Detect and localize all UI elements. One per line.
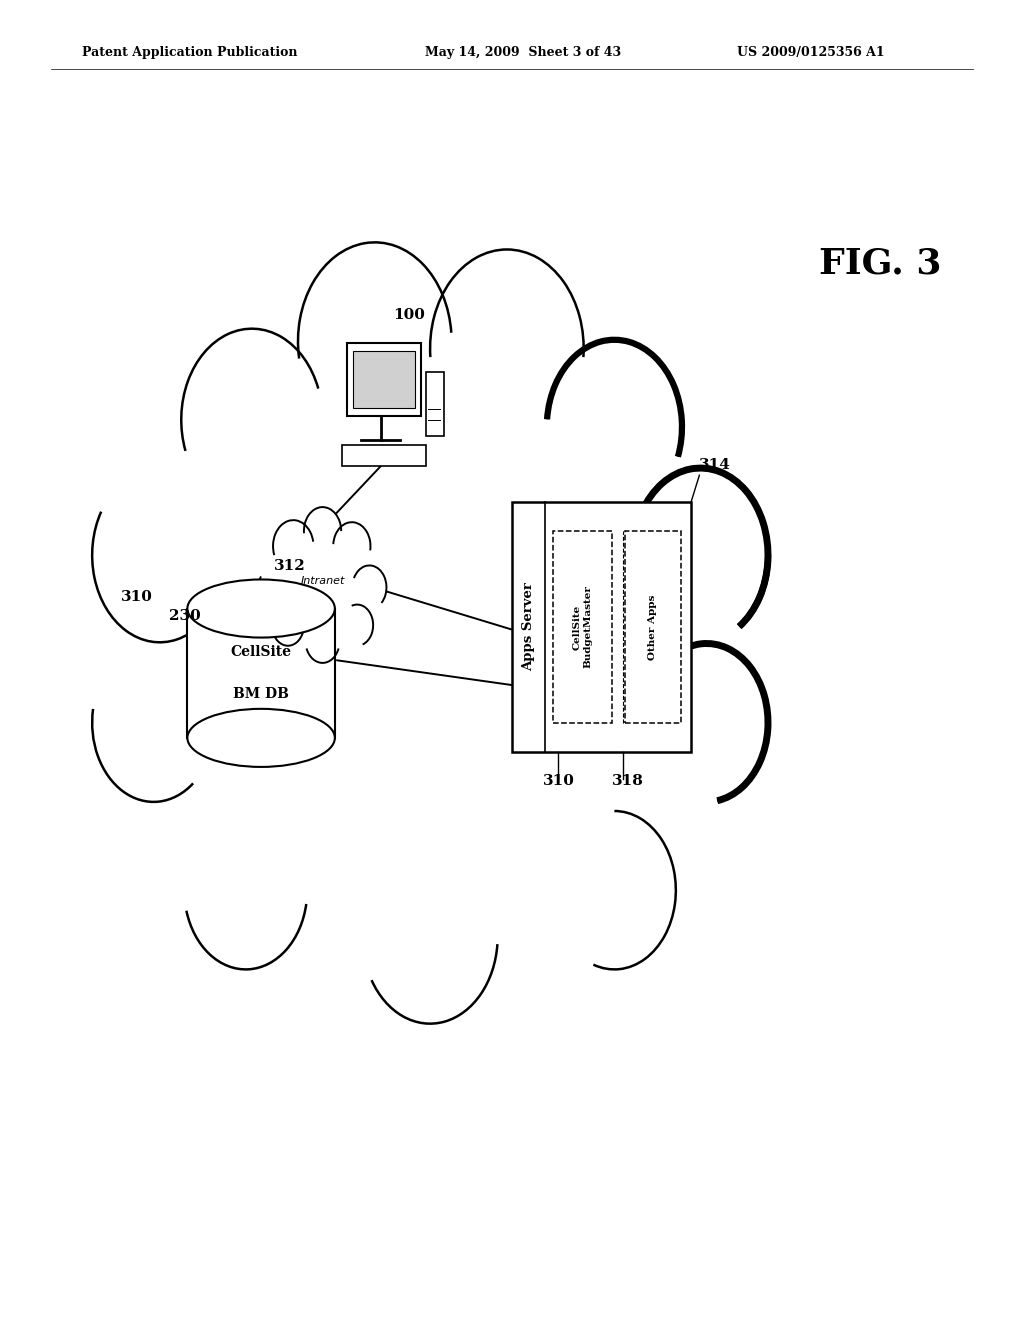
Circle shape (645, 643, 768, 801)
FancyBboxPatch shape (553, 531, 612, 723)
Ellipse shape (187, 709, 335, 767)
Circle shape (633, 469, 768, 643)
Circle shape (259, 565, 293, 610)
Circle shape (92, 469, 227, 643)
Circle shape (362, 850, 498, 1024)
Circle shape (92, 643, 215, 801)
Circle shape (305, 619, 340, 663)
Circle shape (298, 243, 452, 441)
Text: 312: 312 (274, 560, 306, 573)
Circle shape (272, 605, 304, 645)
Text: 100: 100 (393, 309, 426, 322)
Circle shape (181, 329, 323, 511)
Text: 318: 318 (612, 775, 644, 788)
Circle shape (547, 339, 682, 513)
FancyBboxPatch shape (625, 531, 681, 723)
Circle shape (184, 810, 307, 969)
FancyBboxPatch shape (342, 445, 426, 466)
FancyBboxPatch shape (426, 372, 444, 436)
Text: May 14, 2009  Sheet 3 of 43: May 14, 2009 Sheet 3 of 43 (425, 46, 622, 59)
Text: BM DB: BM DB (233, 688, 289, 701)
Text: FIG. 3: FIG. 3 (819, 247, 942, 281)
Text: 310: 310 (121, 590, 153, 603)
Text: Intranet: Intranet (300, 576, 345, 586)
Bar (187, 609, 335, 738)
Circle shape (553, 810, 676, 969)
Circle shape (273, 520, 313, 573)
Circle shape (430, 249, 584, 447)
Circle shape (352, 565, 386, 610)
Text: CellSite: CellSite (230, 645, 292, 659)
FancyBboxPatch shape (353, 351, 415, 408)
Text: CellSite
BudgetMaster: CellSite BudgetMaster (573, 586, 592, 668)
Text: 314: 314 (699, 458, 731, 471)
Text: 230: 230 (169, 610, 201, 623)
FancyBboxPatch shape (347, 343, 421, 416)
Circle shape (341, 605, 373, 645)
Ellipse shape (259, 519, 386, 656)
Text: Other Apps: Other Apps (648, 594, 657, 660)
Ellipse shape (108, 260, 753, 1008)
Text: Patent Application Publication: Patent Application Publication (82, 46, 297, 59)
Circle shape (304, 507, 341, 556)
Text: US 2009/0125356 A1: US 2009/0125356 A1 (737, 46, 885, 59)
Ellipse shape (187, 579, 335, 638)
Circle shape (333, 523, 371, 570)
Text: 310: 310 (543, 775, 574, 788)
Text: Apps Server: Apps Server (522, 582, 535, 672)
FancyBboxPatch shape (512, 502, 691, 752)
